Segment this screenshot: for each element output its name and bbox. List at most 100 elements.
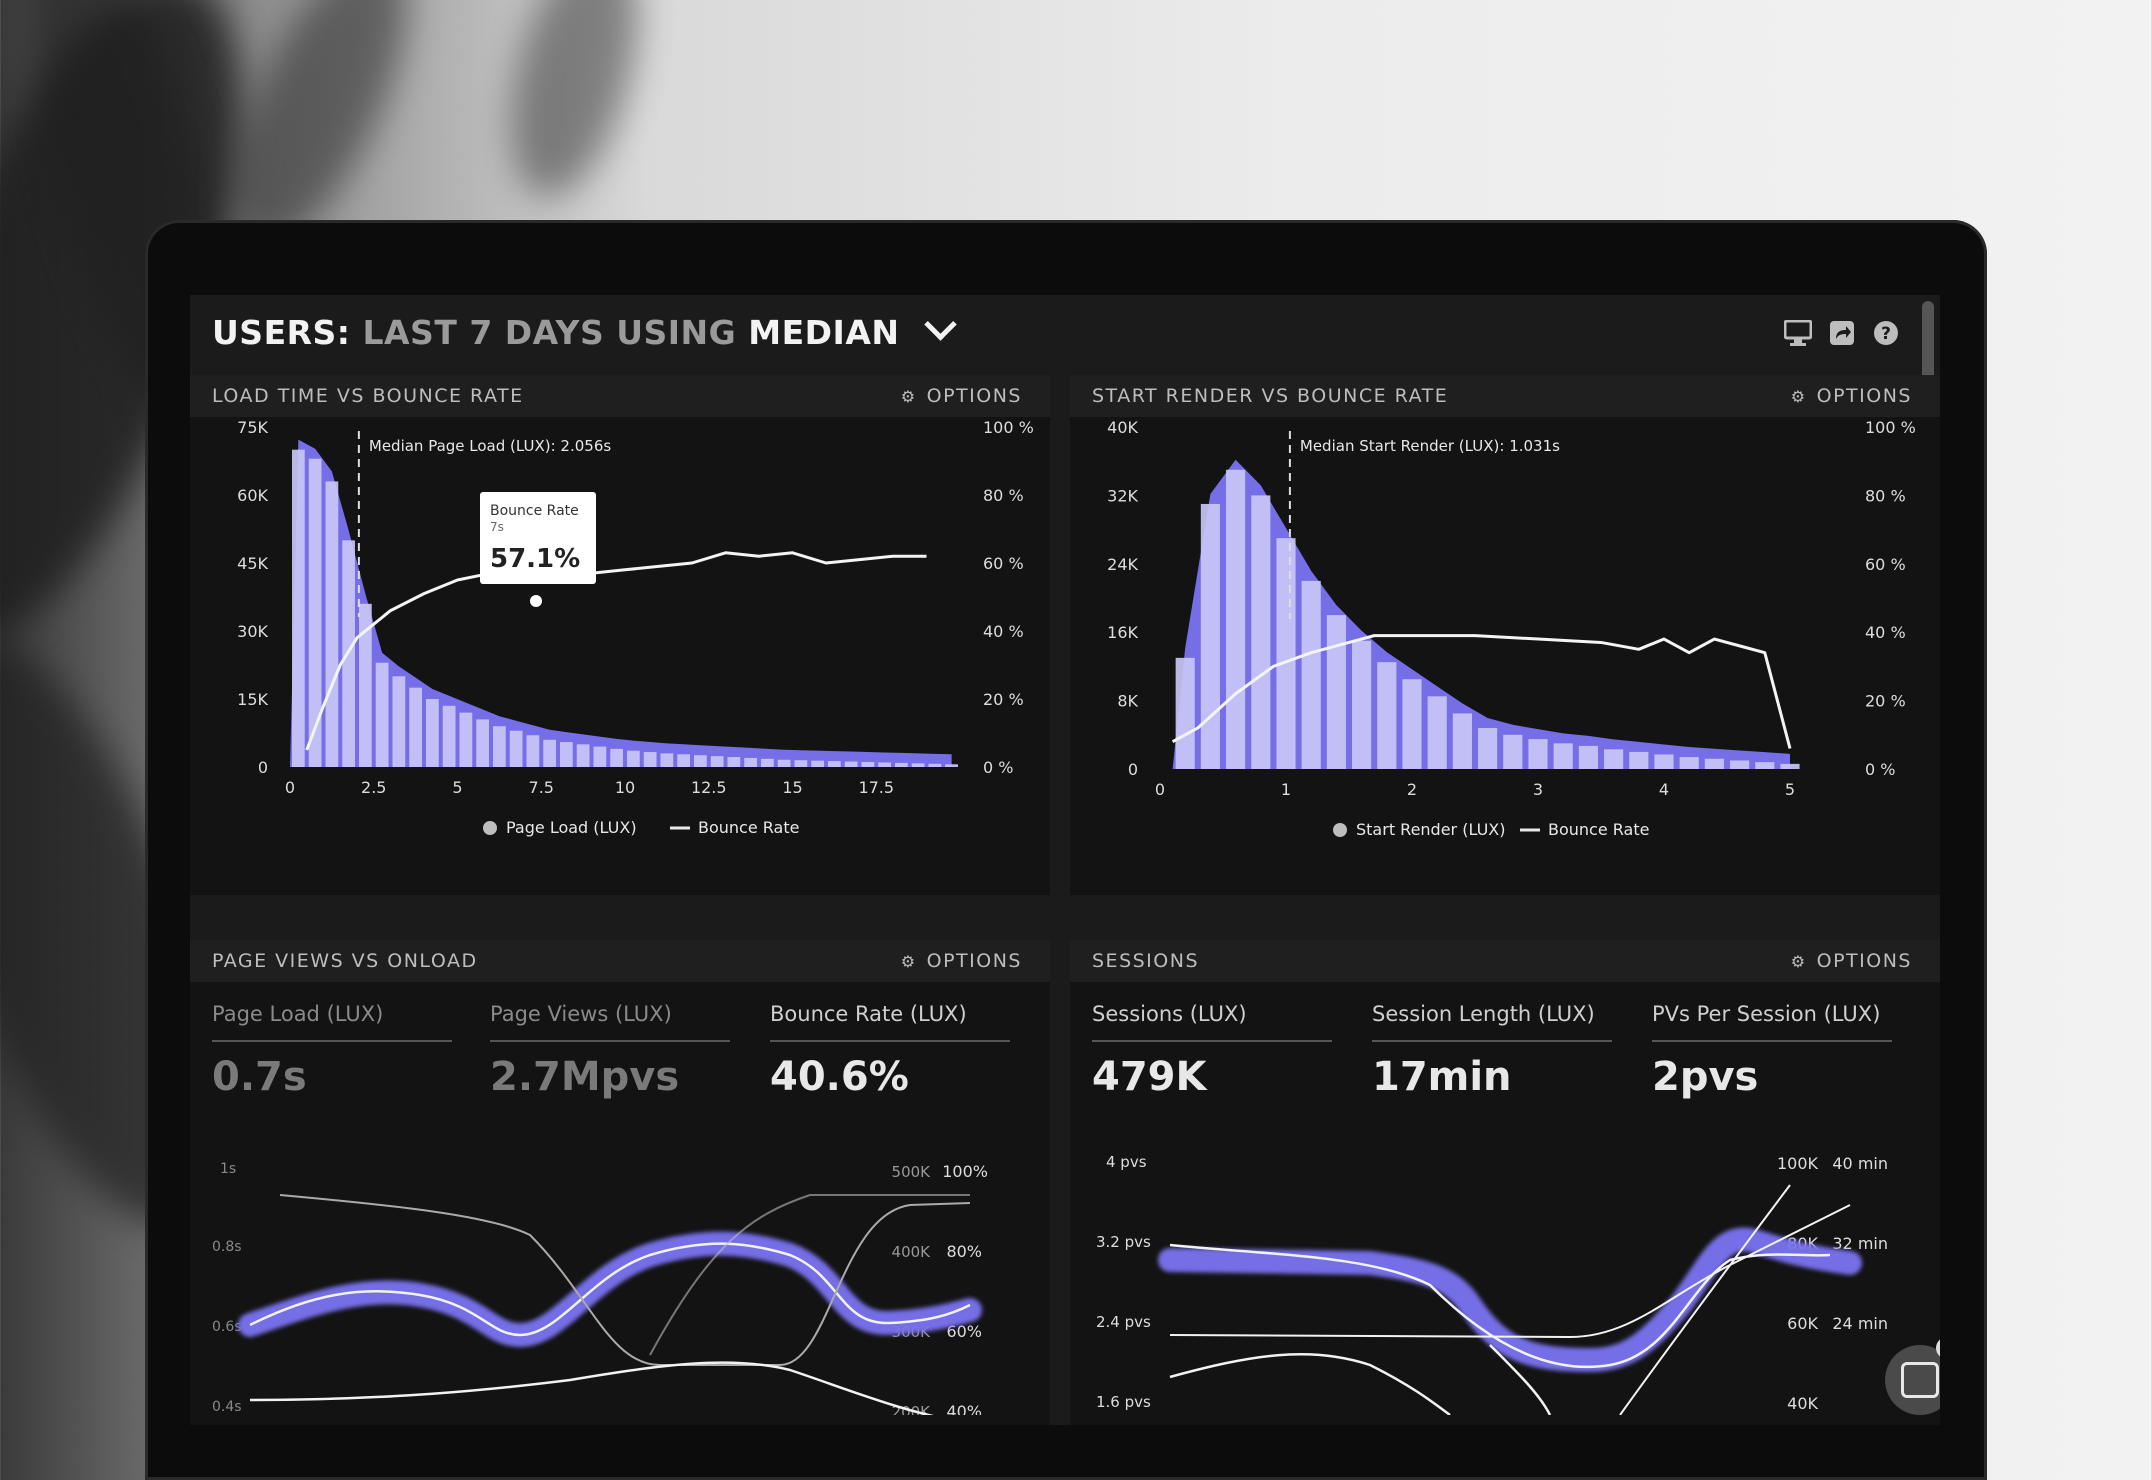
- kpi-label: Bounce Rate (LUX): [770, 1002, 1010, 1042]
- kpi-value: 17min: [1372, 1054, 1512, 1100]
- kpi-sessions[interactable]: Sessions (LUX) 479K: [1092, 1002, 1332, 1100]
- bar: [1352, 640, 1372, 769]
- options-button[interactable]: ⚙ OPTIONS: [900, 950, 1022, 972]
- sessions-line: [1169, 1243, 1831, 1369]
- tick-label: 100K: [1777, 1154, 1819, 1173]
- laptop-bezel: USERS: LAST 7 DAYS USING MEDIAN ?: [145, 220, 1987, 1480]
- kpi-pvs-per-session[interactable]: PVs Per Session (LUX) 2pvs: [1652, 1002, 1892, 1100]
- bar: [660, 753, 674, 767]
- bar: [1755, 762, 1775, 769]
- kpi-page-load[interactable]: Page Load (LUX) 0.7s: [212, 1002, 452, 1100]
- kpi-label: Page Views (LUX): [490, 1002, 730, 1042]
- bar: [459, 712, 473, 767]
- panel-title: START RENDER VS BOUNCE RATE: [1092, 385, 1449, 407]
- page-load-line: [249, 1242, 971, 1337]
- bar: [1251, 495, 1271, 769]
- toolbar-icons: ?: [1784, 319, 1900, 347]
- page-views-line: [279, 1194, 971, 1366]
- bar: [1452, 713, 1472, 769]
- bar: [1402, 679, 1422, 769]
- sessions-band: [1158, 1227, 1862, 1373]
- page-title[interactable]: USERS: LAST 7 DAYS USING MEDIAN: [212, 308, 958, 352]
- tooltip-value: 57.1%: [490, 544, 580, 574]
- y2-tick-label: 100 %: [983, 418, 1034, 437]
- chevron-down-icon[interactable]: [924, 308, 958, 341]
- x-tick-label: 15: [782, 778, 802, 797]
- bar: [1276, 538, 1296, 769]
- bar: [694, 755, 707, 767]
- tick-label: 1.6 pvs: [1096, 1393, 1151, 1411]
- tick-label: 60K: [1787, 1314, 1818, 1333]
- gear-icon: ⚙: [1790, 952, 1807, 971]
- y-tick-label: 32K: [1107, 486, 1138, 505]
- y2-tick-label: 60 %: [1865, 555, 1906, 574]
- pvs-line-2: [1619, 1184, 1791, 1415]
- options-button[interactable]: ⚙ OPTIONS: [900, 385, 1022, 407]
- bar: [392, 676, 406, 767]
- panel-header: LOAD TIME VS BOUNCE RATE ⚙ OPTIONS: [190, 375, 1050, 417]
- legend-dot: [1333, 823, 1347, 837]
- bar: [1377, 662, 1397, 769]
- bar: [794, 760, 808, 767]
- y2-tick-label: 20 %: [1865, 692, 1906, 711]
- kpi-page-views[interactable]: Page Views (LUX) 2.7Mpvs: [490, 1002, 730, 1100]
- gear-icon: ⚙: [1790, 387, 1807, 406]
- bar: [928, 763, 942, 767]
- bar: [1578, 745, 1598, 769]
- bar: [308, 458, 322, 767]
- share-icon[interactable]: [1828, 319, 1856, 347]
- chat-button[interactable]: [1885, 1345, 1940, 1415]
- options-button[interactable]: ⚙ OPTIONS: [1790, 950, 1912, 972]
- tick-label: 0.6s: [212, 1319, 242, 1335]
- bar: [526, 735, 540, 767]
- panel-load-time: LOAD TIME VS BOUNCE RATE ⚙ OPTIONS 75K 60K…: [190, 375, 1050, 895]
- monitor-icon[interactable]: [1784, 319, 1812, 347]
- kpi-bounce-rate[interactable]: Bounce Rate (LUX) 40.6%: [770, 1002, 1010, 1100]
- kpi-value: 0.7s: [212, 1054, 307, 1100]
- tooltip-point: [530, 595, 542, 607]
- y-tick-label: 60K: [237, 486, 268, 505]
- x-tick-label: 10: [615, 778, 635, 797]
- options-button[interactable]: ⚙ OPTIONS: [1790, 385, 1912, 407]
- bar: [744, 757, 757, 767]
- x-tick-label: 7.5: [529, 778, 554, 797]
- y-tick-label: 0: [1128, 760, 1138, 779]
- bar: [844, 761, 858, 767]
- sessions-chart: 4 pvs 3.2 pvs 2.4 pvs 1.6 pvs 100K 80K 6…: [1096, 1153, 1888, 1415]
- tick-label: 40 min: [1832, 1154, 1888, 1173]
- bar: [359, 603, 372, 767]
- bar: [878, 762, 891, 767]
- tick-label: 100%: [942, 1162, 988, 1181]
- x-tick-label: 4: [1659, 780, 1669, 799]
- tick-label: 3.2 pvs: [1096, 1233, 1151, 1251]
- bar: [1478, 727, 1498, 769]
- y-tick-label: 0: [258, 758, 268, 777]
- median-marker-label: Median Start Render (LUX): 1.031s: [1300, 437, 1560, 455]
- kpi-label: Sessions (LUX): [1092, 1002, 1332, 1042]
- bar: [1427, 696, 1447, 769]
- y-tick-label: 24K: [1107, 555, 1138, 574]
- kpi-value: 2pvs: [1652, 1054, 1759, 1100]
- bounce-line: [249, 1361, 934, 1415]
- x-tick-label: 0: [1155, 780, 1165, 799]
- bounce-rate-band: [238, 1231, 982, 1348]
- y2-tick-label: 60 %: [983, 554, 1024, 573]
- help-icon[interactable]: ?: [1872, 319, 1900, 347]
- panel-title: PAGE VIEWS VS ONLOAD: [212, 950, 478, 972]
- tick-label: 40%: [946, 1402, 982, 1415]
- bar: [1604, 749, 1624, 769]
- dashboard-screen: USERS: LAST 7 DAYS USING MEDIAN ?: [190, 295, 1940, 1425]
- bar: [861, 762, 875, 767]
- bar: [945, 764, 958, 767]
- bar: [442, 705, 456, 767]
- x-tick-label: 2.5: [361, 778, 386, 797]
- y2-tick-label: 40 %: [983, 622, 1024, 641]
- tick-label: 24 min: [1832, 1314, 1888, 1333]
- kpi-session-length[interactable]: Session Length (LUX) 17min: [1372, 1002, 1612, 1100]
- title-metric: MEDIAN: [748, 313, 900, 352]
- bar: [1629, 751, 1649, 769]
- y-tick-label: 8K: [1117, 692, 1138, 711]
- x-tick-label: 2: [1407, 780, 1417, 799]
- svg-text:?: ?: [1881, 324, 1891, 344]
- tick-label: 60%: [946, 1322, 982, 1341]
